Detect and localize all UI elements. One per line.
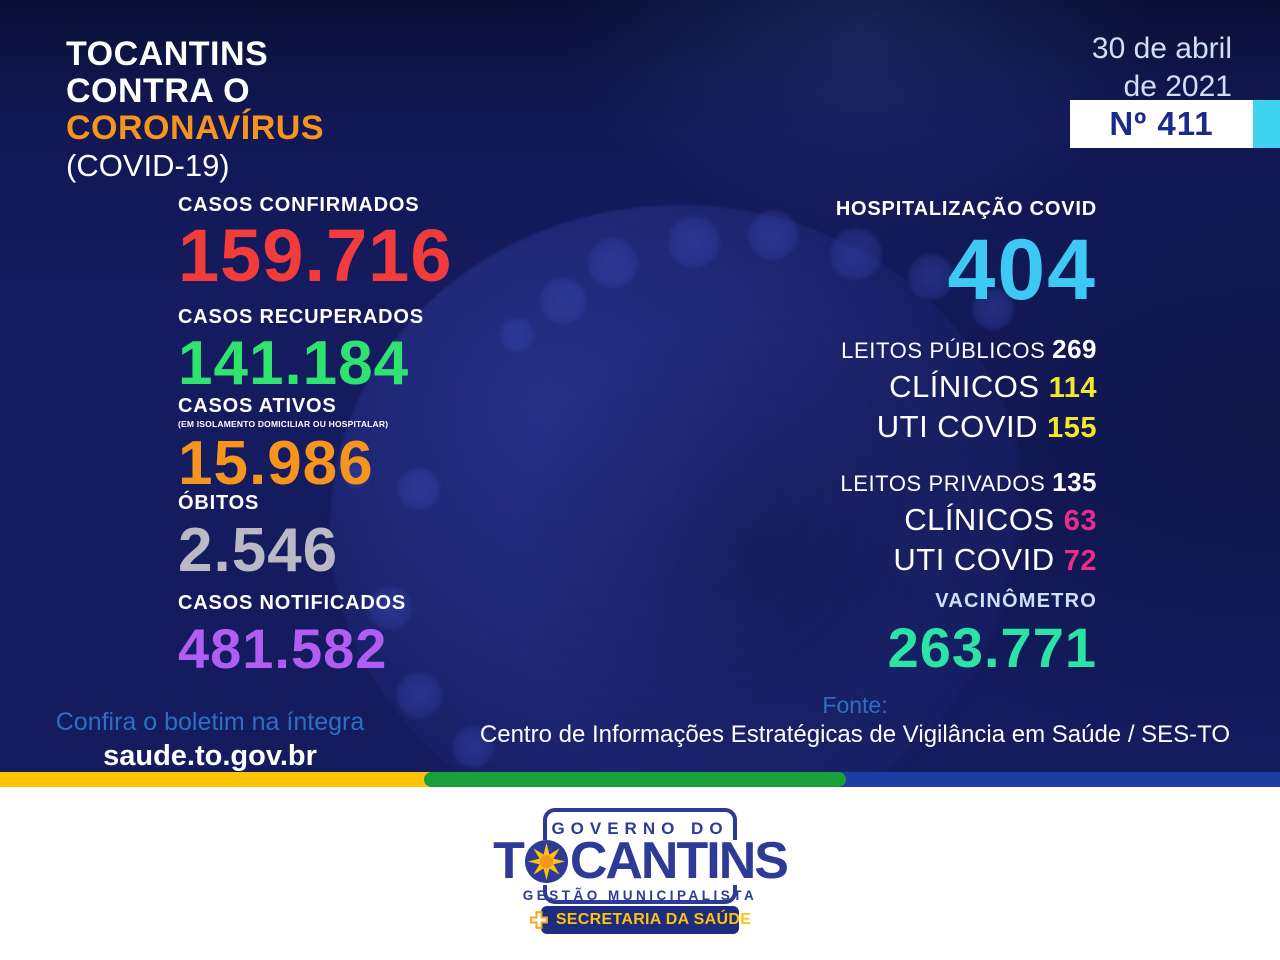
row-value: 72 [1063, 545, 1097, 577]
date-line2: de 2021 [1123, 70, 1232, 103]
logo-governo-do: GOVERNO DO [551, 819, 729, 838]
private-beds-clinical-row: CLÍNICOS 63 [840, 502, 1097, 538]
logo-frame-gap-right [722, 840, 752, 885]
public-beds-label: LEITOS PÚBLICOS [841, 338, 1046, 363]
stat-hospitalization: HOSPITALIZAÇÃO COVID 404 [836, 198, 1097, 313]
row-label: UTI COVID [876, 409, 1038, 444]
title-covid19: (COVID-19) [66, 148, 230, 183]
stat-active-cases: CASOS ATIVOS (EM ISOLAMENTO DOMICILIAR O… [178, 395, 388, 496]
public-beds-clinical-row: CLÍNICOS 114 [841, 369, 1097, 405]
stat-private-beds: LEITOS PRIVADOS 135 CLÍNICOS 63 UTI COVI… [840, 467, 1097, 578]
title-contra-o: CONTRA O [66, 72, 251, 110]
stat-label: CASOS CONFIRMADOS [178, 194, 420, 216]
title-block: TOCANTINS CONTRA O CORONAVÍRUS (COVID-19… [66, 36, 324, 184]
public-beds-total: 269 [1052, 334, 1097, 364]
bulletin-number: Nº 411 [1109, 105, 1214, 142]
vaccinometer-value: 263.771 [887, 616, 1097, 679]
stat-vaccinometer: VACINÔMETRO 263.771 [888, 590, 1097, 676]
source-text: Centro de Informações Estratégicas de Vi… [479, 721, 1231, 748]
stat-label: ÓBITOS [178, 492, 260, 514]
hospitalization-label: HOSPITALIZAÇÃO COVID [835, 198, 1097, 220]
logo-tocantins-wordmark: T CANTINS [0, 835, 1280, 887]
stripe-green [424, 772, 846, 787]
health-cross-icon [529, 911, 548, 929]
bulletin-cta: Confira o boletim na íntegra saude.to.go… [40, 708, 380, 773]
source-label: Fonte: [822, 692, 888, 718]
logo-gestao-municipalista: GESTÃO MUNICIPALISTA [522, 888, 758, 903]
logo-name-suffix: CANTINS [569, 832, 789, 890]
bulletin-date: 30 de abril de 2021 [1092, 30, 1232, 106]
stat-label: CASOS ATIVOS [178, 395, 337, 417]
source-block: Fonte: Centro de Informações Estratégica… [420, 692, 1280, 749]
stat-label: CASOS NOTIFICADOS [178, 592, 407, 614]
health-secretary-banner: SECRETARIA DA SAÚDE [529, 906, 751, 934]
health-secretary-label: SECRETARIA DA SAÚDE [555, 911, 752, 928]
logo-name-prefix: T [493, 832, 525, 890]
vaccinometer-label: VACINÔMETRO [935, 590, 1097, 612]
row-value: 63 [1063, 505, 1097, 537]
public-beds-icu-row: UTI COVID 155 [841, 409, 1097, 445]
stripe-yellow [0, 772, 435, 787]
stat-value: 2.546 [178, 516, 339, 585]
badge-cyan-strip [1253, 100, 1280, 148]
stat-deaths: ÓBITOS 2.546 [178, 492, 338, 583]
sun-icon [524, 839, 569, 884]
private-beds-total: 135 [1052, 467, 1097, 497]
stat-notified-cases: CASOS NOTIFICADOS 481.582 [178, 592, 406, 679]
cta-text: Confira o boletim na íntegra [55, 708, 365, 736]
date-line1: 30 de abril [1091, 32, 1232, 65]
bulletin-url-link[interactable]: saude.to.gov.br [103, 740, 317, 772]
row-label: UTI COVID [893, 542, 1055, 577]
row-value: 155 [1047, 412, 1097, 444]
stat-value: 15.986 [178, 429, 374, 498]
stat-public-beds: LEITOS PÚBLICOS 269 CLÍNICOS 114 UTI COV… [841, 334, 1097, 445]
stat-value: 141.184 [178, 329, 410, 398]
private-beds-total-line: LEITOS PRIVADOS 135 [840, 467, 1097, 498]
stat-value: 481.582 [178, 617, 388, 680]
private-beds-label: LEITOS PRIVADOS [840, 471, 1046, 496]
row-label: CLÍNICOS [889, 369, 1040, 404]
public-beds-total-line: LEITOS PÚBLICOS 269 [841, 334, 1097, 365]
stat-sublabel: (EM ISOLAMENTO DOMICILIAR OU HOSPITALAR) [178, 419, 389, 429]
row-label: CLÍNICOS [904, 502, 1055, 537]
stripe-blue [835, 772, 1280, 787]
stat-recovered-cases: CASOS RECUPERADOS 141.184 [178, 306, 424, 396]
private-beds-icu-row: UTI COVID 72 [840, 542, 1097, 578]
hospitalization-value: 404 [947, 222, 1097, 318]
stat-label: CASOS RECUPERADOS [178, 306, 424, 328]
title-tocantins: TOCANTINS [66, 35, 269, 73]
title-coronavirus: CORONAVÍRUS [66, 109, 324, 147]
tricolor-stripe [0, 772, 1280, 787]
bulletin-number-box: Nº 411 [1070, 100, 1253, 148]
row-value: 114 [1048, 372, 1097, 404]
stat-confirmed-cases: CASOS CONFIRMADOS 159.716 [178, 194, 453, 295]
stat-value: 159.716 [178, 214, 453, 297]
